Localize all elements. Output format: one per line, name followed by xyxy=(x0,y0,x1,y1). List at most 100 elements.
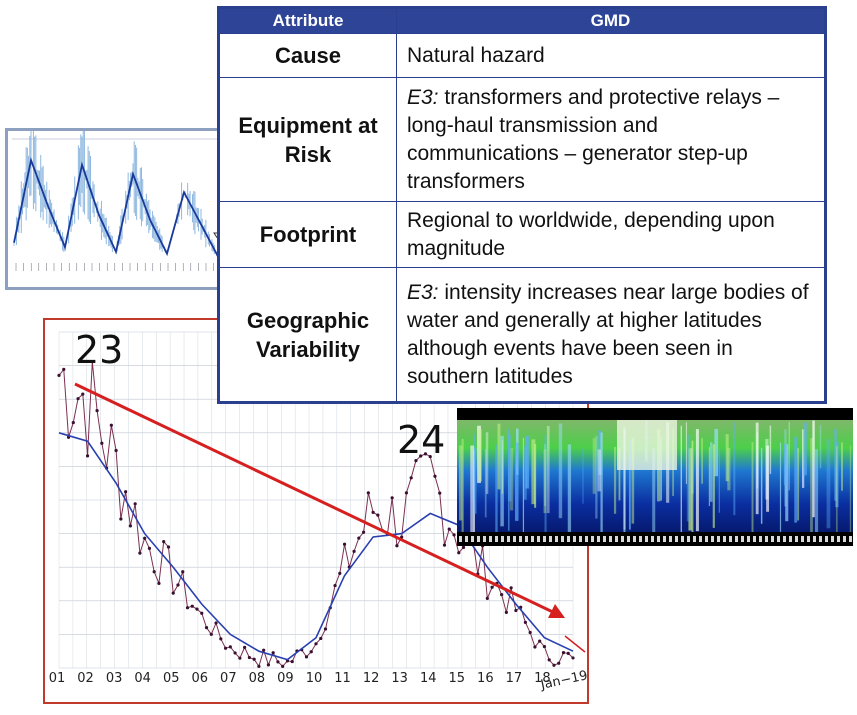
spectrogram-tick xyxy=(459,536,462,542)
spectrogram-tick xyxy=(591,536,594,542)
spectrogram-streak xyxy=(718,448,720,513)
spectrogram-tick xyxy=(645,536,648,542)
data-point xyxy=(219,637,223,641)
data-point xyxy=(309,650,313,654)
spectrogram-tick xyxy=(657,536,660,542)
cycle-24-label: 24 xyxy=(397,418,446,462)
data-point xyxy=(376,513,380,517)
spectrogram-streak xyxy=(558,423,563,519)
data-point xyxy=(366,491,370,495)
row-value-text: transformers and protective relays – lon… xyxy=(407,85,780,193)
data-point xyxy=(442,543,447,547)
spectrogram-tick xyxy=(693,536,696,542)
spectrogram-tick xyxy=(627,536,630,542)
data-point xyxy=(319,636,323,641)
spectrogram-tick xyxy=(849,536,852,542)
spectrogram-tick xyxy=(519,536,522,542)
data-point xyxy=(166,545,171,549)
series-smoothed-line xyxy=(58,432,574,661)
spectrogram-streak xyxy=(835,442,839,508)
spectrogram-streak xyxy=(812,420,815,518)
data-point xyxy=(352,549,356,553)
spectrogram-streak xyxy=(788,421,790,491)
data-point xyxy=(542,644,547,649)
data-point xyxy=(119,517,123,521)
spectrogram-streak xyxy=(567,444,572,542)
data-point xyxy=(204,626,209,630)
spectrogram-tick xyxy=(759,536,762,542)
spectrogram-tick xyxy=(717,536,720,542)
spectrogram-tick xyxy=(501,536,504,542)
data-point xyxy=(228,645,232,649)
data-point xyxy=(447,527,451,531)
spectrogram-streak xyxy=(613,446,617,514)
spectrogram-streak xyxy=(688,448,692,531)
spectrogram-streak xyxy=(686,434,691,522)
spectrogram-tick xyxy=(579,536,582,542)
data-point xyxy=(195,607,199,611)
row-attribute: Equipment at Risk xyxy=(219,77,397,202)
spectrogram-streak xyxy=(478,429,482,482)
spectrogram-svg xyxy=(457,420,853,555)
x-tick-label: 09 xyxy=(277,671,294,686)
data-point xyxy=(419,454,423,458)
spectrogram-streak xyxy=(712,444,715,528)
data-point xyxy=(90,360,94,364)
spectrogram-streak xyxy=(509,448,514,511)
x-tick-label: 01 xyxy=(49,671,66,686)
spectrogram-tick xyxy=(735,536,738,542)
spectrogram-tick xyxy=(669,536,672,542)
data-point xyxy=(538,639,542,643)
data-point xyxy=(514,608,518,613)
x-tick-label: 12 xyxy=(363,671,380,686)
table-header-row: Attribute GMD xyxy=(219,8,825,34)
data-point xyxy=(109,423,113,427)
spectrogram-tick xyxy=(555,536,558,542)
spectrogram-streak xyxy=(523,445,527,500)
spectrogram-tick xyxy=(837,536,840,542)
spectrogram-tick xyxy=(741,536,744,542)
data-point xyxy=(81,392,85,396)
spectrogram-streak xyxy=(849,445,852,540)
data-point xyxy=(62,367,66,371)
row-value: Regional to worldwide, depending upon ma… xyxy=(396,201,825,268)
data-point xyxy=(371,510,375,514)
data-point xyxy=(423,452,428,456)
data-point xyxy=(438,491,442,495)
spectrogram-streak xyxy=(631,437,635,524)
spectrogram-tick xyxy=(531,536,534,542)
cycle-23-label: 23 xyxy=(75,328,124,372)
data-point xyxy=(361,530,366,534)
data-point xyxy=(533,645,537,649)
x-tick-label: 10 xyxy=(306,671,323,686)
data-point xyxy=(452,533,456,537)
spectrogram-streak xyxy=(785,444,789,522)
spectrogram-streak xyxy=(760,448,763,524)
data-point xyxy=(85,454,90,458)
spectrogram-streak xyxy=(725,434,729,482)
spectrogram-streak xyxy=(755,422,759,515)
data-point xyxy=(209,632,213,636)
spectrogram-streak xyxy=(618,447,621,501)
spectrogram-tick xyxy=(651,536,654,542)
data-point xyxy=(171,591,175,595)
spectrogram-tick xyxy=(543,536,546,542)
x-tick-label: 15 xyxy=(449,671,466,686)
spectrogram-tick xyxy=(489,536,492,542)
spectrogram-tick xyxy=(705,536,708,542)
inset-chart-svg xyxy=(8,124,238,287)
data-point xyxy=(461,545,466,549)
row-attribute-text: Equipment at Risk xyxy=(238,112,378,167)
spectrogram-tick xyxy=(621,536,624,542)
spectrogram-streak xyxy=(810,438,813,544)
spectrogram-tick xyxy=(603,536,606,542)
spectrogram-streak xyxy=(508,434,512,502)
data-point xyxy=(395,544,399,548)
spectrogram-tick xyxy=(483,536,486,542)
spectrogram-streak xyxy=(779,442,782,532)
spectrogram-time-ticks xyxy=(459,536,852,542)
row-value-text: intensity increases near large bodies of… xyxy=(407,280,809,388)
spectrogram-streak xyxy=(797,448,800,521)
x-tick-label: 14 xyxy=(420,671,437,686)
data-point xyxy=(342,542,347,546)
